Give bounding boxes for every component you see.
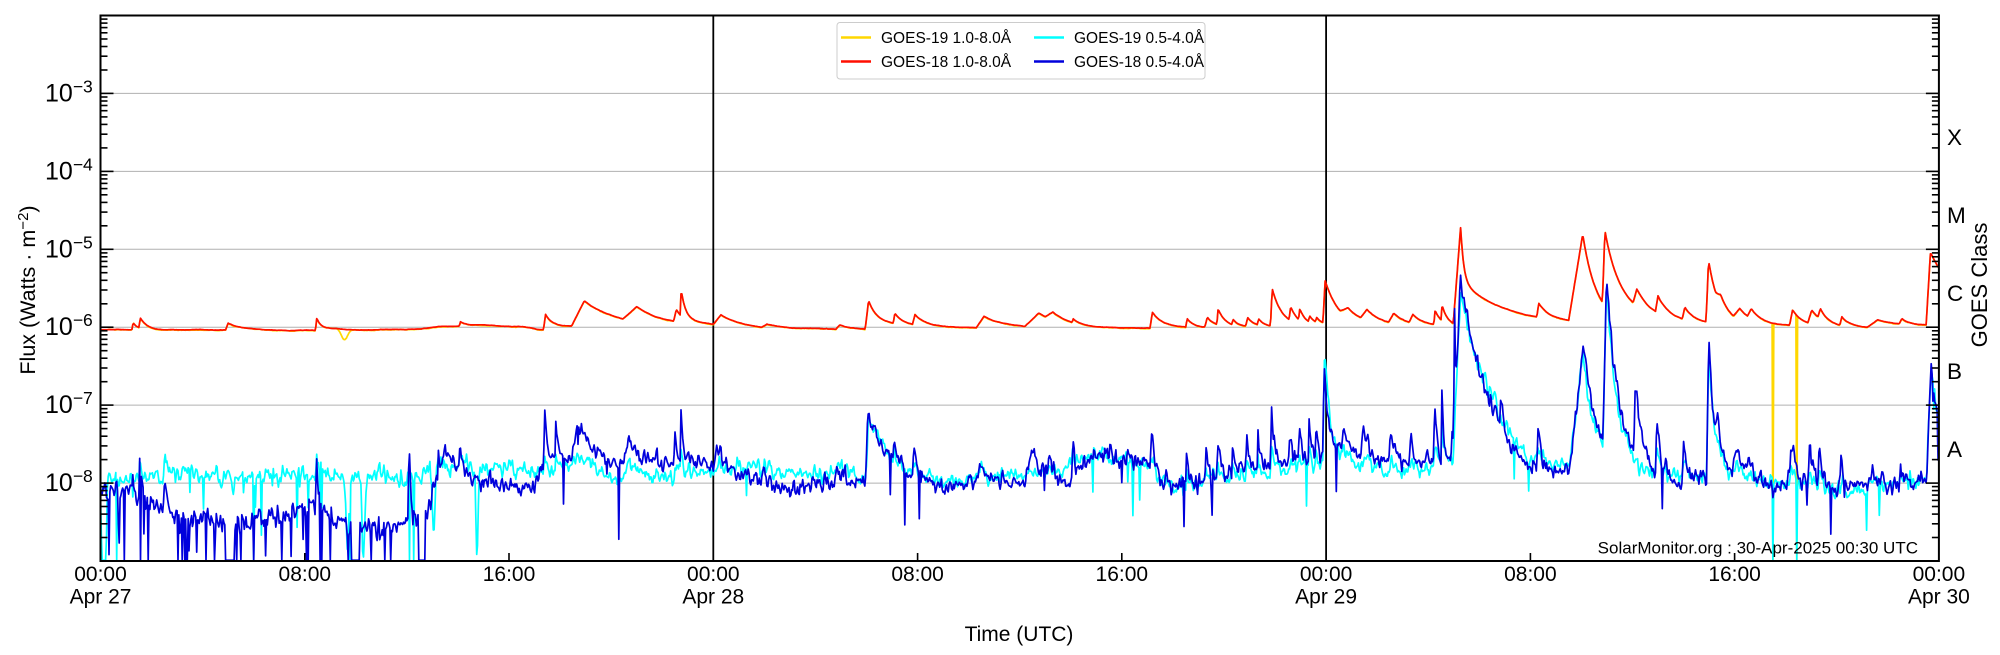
svg-text:SolarMonitor.org : 30-Apr-2025: SolarMonitor.org : 30-Apr-2025 00:30 UTC bbox=[1598, 539, 1918, 558]
svg-text:00:00: 00:00 bbox=[687, 563, 740, 586]
svg-text:Apr 29: Apr 29 bbox=[1295, 586, 1357, 609]
svg-text:10−5: 10−5 bbox=[45, 232, 93, 263]
svg-text:Apr 27: Apr 27 bbox=[70, 586, 132, 609]
svg-text:M: M bbox=[1947, 203, 1966, 228]
svg-text:Apr 30: Apr 30 bbox=[1908, 586, 1970, 609]
svg-text:GOES-18 0.5-4.0Å: GOES-18 0.5-4.0Å bbox=[1074, 54, 1205, 71]
svg-text:16:00: 16:00 bbox=[1096, 563, 1149, 586]
svg-text:08:00: 08:00 bbox=[279, 563, 332, 586]
svg-text:00:00: 00:00 bbox=[74, 563, 127, 586]
svg-text:GOES-18 1.0-8.0Å: GOES-18 1.0-8.0Å bbox=[881, 54, 1012, 71]
svg-text:Time (UTC): Time (UTC) bbox=[965, 623, 1074, 646]
svg-text:X: X bbox=[1947, 125, 1962, 150]
svg-text:10−7: 10−7 bbox=[45, 388, 93, 419]
svg-text:GOES Class: GOES Class bbox=[1967, 223, 1992, 348]
svg-text:00:00: 00:00 bbox=[1300, 563, 1353, 586]
svg-text:16:00: 16:00 bbox=[1708, 563, 1761, 586]
svg-text:A: A bbox=[1947, 437, 1962, 462]
svg-text:Flux (Watts · m−2): Flux (Watts · m−2) bbox=[15, 205, 40, 374]
svg-text:00:00: 00:00 bbox=[1913, 563, 1966, 586]
svg-text:C: C bbox=[1947, 281, 1963, 306]
svg-text:GOES-19 1.0-8.0Å: GOES-19 1.0-8.0Å bbox=[881, 30, 1012, 47]
svg-text:GOES-19 0.5-4.0Å: GOES-19 0.5-4.0Å bbox=[1074, 30, 1205, 47]
svg-text:16:00: 16:00 bbox=[483, 563, 536, 586]
svg-text:08:00: 08:00 bbox=[891, 563, 944, 586]
svg-text:08:00: 08:00 bbox=[1504, 563, 1557, 586]
svg-text:Apr 28: Apr 28 bbox=[682, 586, 744, 609]
svg-text:B: B bbox=[1947, 359, 1962, 384]
